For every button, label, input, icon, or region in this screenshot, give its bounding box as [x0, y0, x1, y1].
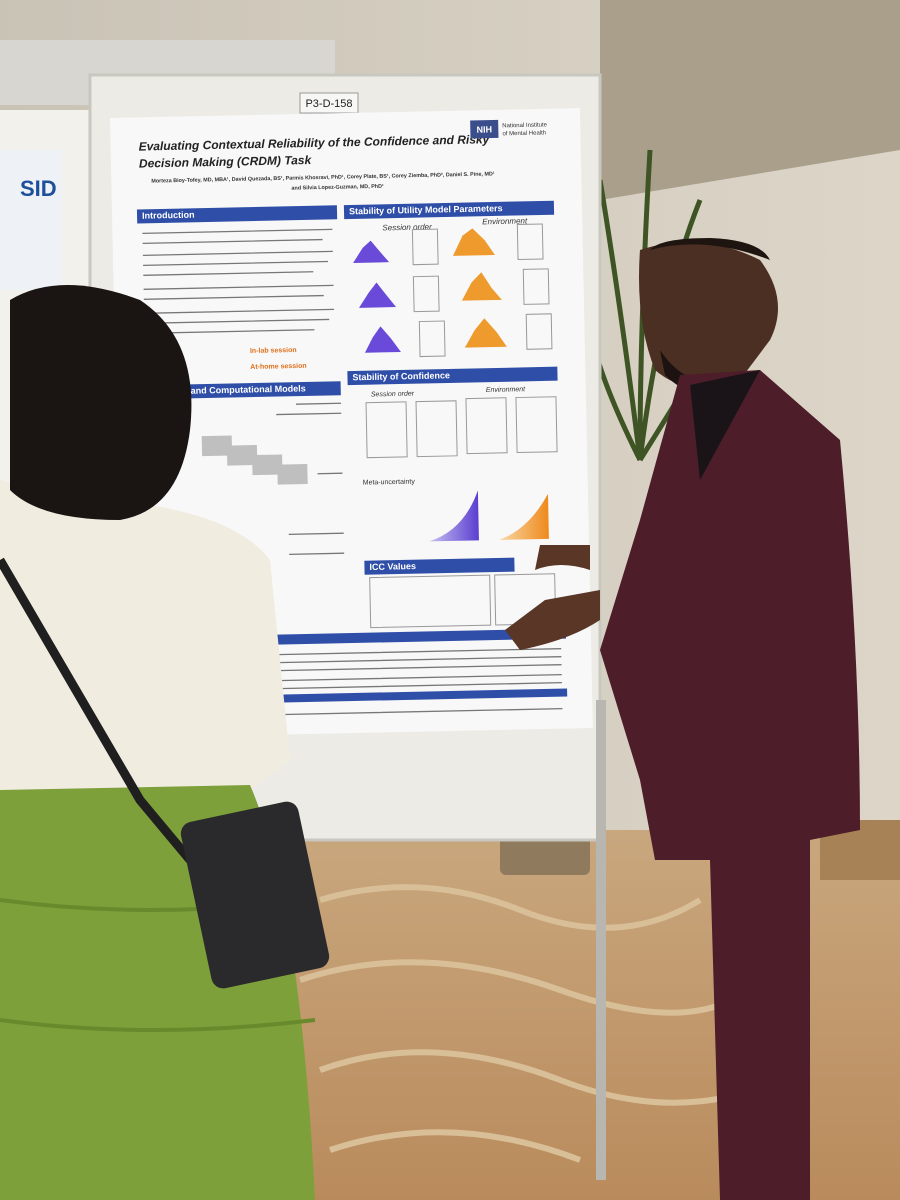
body-text	[142, 228, 563, 716]
sign-card	[299, 92, 359, 114]
task-diagram	[201, 435, 308, 485]
section-title: ICC Values	[369, 561, 416, 572]
section-title: Introduction	[142, 210, 195, 221]
section-title: Stability of Utility Model Parameters	[349, 203, 503, 216]
histograms	[353, 228, 507, 353]
section-title: and Computational Models	[191, 383, 306, 395]
man	[505, 238, 860, 1200]
label: In-lab session	[250, 347, 297, 355]
institute: National Institute	[502, 122, 547, 129]
board-leg	[596, 700, 606, 1180]
curve	[428, 490, 479, 542]
nih-logo: NIH	[476, 124, 492, 134]
label: Environment	[482, 216, 528, 226]
section-bar	[364, 557, 515, 575]
section-bar	[136, 205, 338, 224]
section-title: Stability of Confidence	[352, 370, 450, 382]
authors: and Silvia Lopez-Guzman, MD, PhD¹	[291, 184, 384, 192]
label: At-home session	[250, 363, 307, 371]
nih-badge	[470, 119, 499, 139]
label: Meta-uncertainty	[363, 479, 416, 487]
curve	[498, 493, 549, 540]
sign: P3-D-158	[305, 98, 352, 110]
section-bar	[270, 628, 567, 645]
woman	[0, 285, 330, 1200]
section-bar	[347, 366, 558, 386]
section-bar	[272, 688, 568, 703]
label: Session order	[382, 222, 432, 232]
left-poster-logo: SID	[20, 176, 57, 201]
label: Environment	[486, 386, 526, 394]
label: Session order	[371, 391, 415, 399]
poster-title: Decision Making (CRDM) Task	[139, 153, 313, 171]
section-bar	[343, 200, 555, 220]
carpet-pattern	[299, 884, 802, 1163]
ceiling-shadow	[600, 0, 900, 200]
left-poster	[0, 150, 62, 290]
institute: of Mental Health	[502, 130, 546, 137]
